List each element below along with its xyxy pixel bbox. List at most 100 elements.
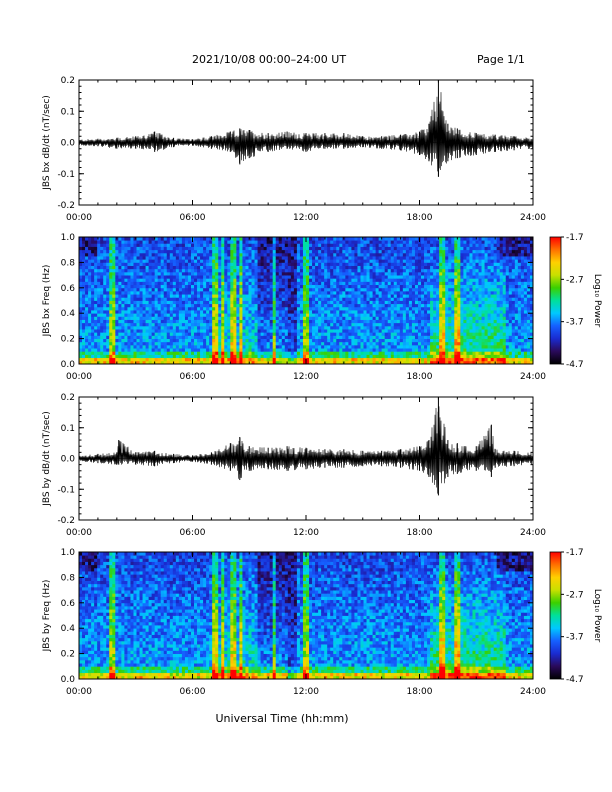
spectrogram-cell xyxy=(212,284,216,289)
spectrogram-cell xyxy=(414,259,419,263)
spectrogram-cell xyxy=(360,329,364,333)
spectrogram-cell xyxy=(427,322,431,327)
spectrogram-cell xyxy=(218,313,222,317)
spectrogram-cell xyxy=(330,268,334,273)
spectrogram-cell xyxy=(227,237,231,241)
spectrogram-cell xyxy=(269,338,274,343)
spectrogram-cell xyxy=(281,313,286,317)
spectrogram-cell xyxy=(372,354,377,359)
spectrogram-cell xyxy=(82,259,86,263)
spectrogram-cell xyxy=(206,329,210,333)
spectrogram-cell xyxy=(200,303,204,308)
spectrogram-cell xyxy=(166,237,171,241)
spectrogram-cell xyxy=(299,360,304,365)
spectrogram-cell xyxy=(142,360,146,365)
spectrogram-cell xyxy=(94,338,98,343)
spectrogram-cell xyxy=(181,281,186,286)
spectrogram-cell xyxy=(94,281,98,286)
spectrogram-cell xyxy=(378,290,383,295)
spectrogram-cell xyxy=(163,325,168,330)
spectrogram-cell xyxy=(387,246,392,251)
spectrogram-cell xyxy=(296,335,301,339)
spectrogram-cell xyxy=(393,360,398,365)
spectrogram-cell xyxy=(354,335,358,339)
spectrogram-cell xyxy=(194,243,198,247)
spectrogram-cell xyxy=(88,287,92,292)
spectrogram-cell xyxy=(248,341,252,346)
spectrogram-cell xyxy=(387,322,392,327)
spectrogram-cell xyxy=(284,341,289,346)
spectrogram-cell xyxy=(424,329,428,333)
spectrogram-cell xyxy=(154,240,159,244)
spectrogram-cell xyxy=(263,290,268,295)
spectrogram-cell xyxy=(85,278,89,282)
spectrogram-cell xyxy=(157,306,162,311)
spectrogram-cell xyxy=(121,278,125,282)
spectrogram-cell xyxy=(151,335,156,339)
spectrogram-cell xyxy=(369,354,373,359)
spectrogram-cell xyxy=(296,310,301,314)
spectrogram-cell xyxy=(160,259,165,263)
spectrogram-cell xyxy=(172,249,177,254)
spectrogram-cell xyxy=(139,297,143,301)
spectrogram-cell xyxy=(91,335,95,339)
spectrogram-cell xyxy=(372,335,377,339)
spectrogram-cell xyxy=(405,259,410,263)
spectrogram-cell xyxy=(206,332,210,336)
spectrogram-cell xyxy=(148,268,153,273)
spectrogram-cell xyxy=(184,300,189,305)
spectrogram-cell xyxy=(142,252,146,257)
spectrogram-cell xyxy=(263,246,268,251)
spectrogram-cell xyxy=(172,341,177,346)
spectrogram-cell xyxy=(381,243,386,247)
spectrogram-cell xyxy=(345,322,349,327)
spectrogram-cell xyxy=(293,243,298,247)
spectrogram-cell xyxy=(436,310,440,314)
spectrogram-cell xyxy=(312,249,316,254)
spectrogram-cell xyxy=(148,303,153,308)
spectrogram-cell xyxy=(166,252,171,257)
spectrogram-cell xyxy=(302,325,307,330)
spectrogram-cell xyxy=(421,249,425,254)
spectrogram-cell xyxy=(360,256,364,260)
spectrogram-cell xyxy=(272,256,277,260)
spectrogram-cell xyxy=(318,322,322,327)
spectrogram-cell xyxy=(439,256,443,260)
spectrogram-cell xyxy=(184,268,189,273)
spectrogram-cell xyxy=(348,357,352,362)
spectrogram-cell xyxy=(100,300,104,305)
spectrogram-cell xyxy=(251,348,255,352)
spectrogram-cell xyxy=(327,268,331,273)
spectrogram-cell xyxy=(417,348,422,352)
spectrogram-cell xyxy=(393,271,398,276)
spectrogram-cell xyxy=(339,243,343,247)
spectrogram-cell xyxy=(296,281,301,286)
spectrogram-cell xyxy=(233,252,237,257)
spectrogram-cell xyxy=(130,294,134,298)
spectrogram-cell xyxy=(348,319,352,324)
spectrogram-cell xyxy=(333,332,337,336)
spectrogram-cell xyxy=(79,275,83,279)
spectrogram-cell xyxy=(411,335,416,339)
spectrogram-cell xyxy=(136,341,140,346)
spectrogram-cell xyxy=(221,357,225,362)
spectrogram-cell xyxy=(166,249,171,254)
spectrogram-cell xyxy=(284,335,289,339)
spectrogram-cell xyxy=(148,338,153,343)
spectrogram-cell xyxy=(351,322,355,327)
spectrogram-cell xyxy=(357,256,361,260)
spectrogram-cell xyxy=(100,306,104,311)
spectrogram-cell xyxy=(91,322,95,327)
spectrogram-cell xyxy=(227,287,231,292)
x-tick-label: 18:00 xyxy=(407,213,433,223)
spectrogram-cell xyxy=(127,313,131,317)
spectrogram-cell xyxy=(136,287,140,292)
spectrogram-cell xyxy=(405,306,410,311)
spectrogram-cell xyxy=(181,287,186,292)
spectrogram-cell xyxy=(79,341,83,346)
spectrogram-cell xyxy=(405,319,410,324)
spectrogram-cell xyxy=(118,246,122,251)
spectrogram-cell xyxy=(157,275,162,279)
spectrogram-cell xyxy=(254,300,258,305)
spectrogram-cell xyxy=(169,332,174,336)
